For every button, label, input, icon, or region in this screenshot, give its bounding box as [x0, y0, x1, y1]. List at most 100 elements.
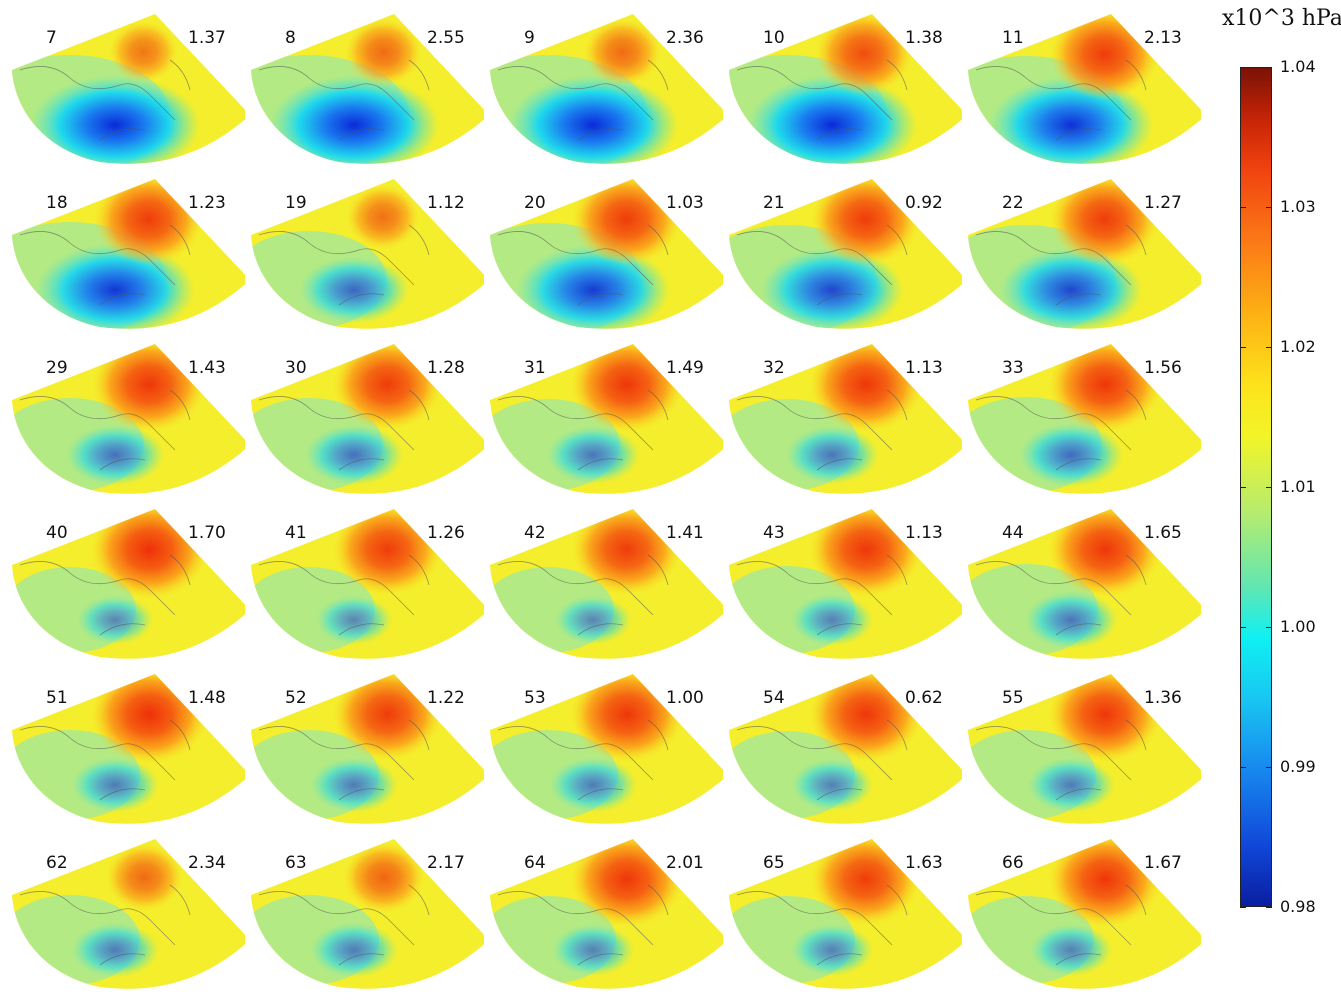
- map-field: [968, 839, 1201, 989]
- colorbar-tick: [1240, 207, 1246, 208]
- panel-number: 55: [1002, 688, 1024, 708]
- map-field: [12, 674, 245, 824]
- map-panel: 52 1.22: [239, 660, 484, 825]
- panel-value: 1.43: [188, 358, 226, 378]
- colorbar-tick-label: 1.04: [1280, 57, 1316, 76]
- map-field: [251, 674, 484, 824]
- colorbar-tick-label: 1.02: [1280, 337, 1316, 356]
- panel-value: 1.12: [427, 193, 465, 213]
- panel-value: 2.17: [427, 853, 465, 873]
- panel-value: 1.00: [666, 688, 704, 708]
- panel-number: 64: [524, 853, 546, 873]
- panel-value: 1.36: [1144, 688, 1182, 708]
- panel-value: 1.26: [427, 523, 465, 543]
- map-field: [729, 509, 962, 659]
- map-panel: 44 1.65: [956, 495, 1201, 660]
- panel-value: 1.48: [188, 688, 226, 708]
- colorbar-tick: [1240, 767, 1246, 768]
- panel-number: 29: [46, 358, 68, 378]
- panel-number: 54: [763, 688, 785, 708]
- map-field: [251, 344, 484, 494]
- map-panel: 65 1.63: [717, 825, 962, 990]
- map-panel: 8 2.55: [239, 0, 484, 165]
- map-panel: 10 1.38: [717, 0, 962, 165]
- panel-number: 7: [46, 28, 57, 48]
- panel-value: 2.13: [1144, 28, 1182, 48]
- map-panel: 66 1.67: [956, 825, 1201, 990]
- colorbar-tick-label: 1.00: [1280, 617, 1316, 636]
- panel-value: 1.70: [188, 523, 226, 543]
- map-panel: 51 1.48: [0, 660, 245, 825]
- panel-grid: 7 1.37 8 2.55 9 2.36 10 1.38 11 2.13 18 1.23 19 1.12 2…: [0, 0, 1201, 990]
- panel-number: 30: [285, 358, 307, 378]
- colorbar-tick-label: 0.98: [1280, 897, 1316, 916]
- panel-number: 9: [524, 28, 535, 48]
- panel-number: 40: [46, 523, 68, 543]
- map-field: [490, 14, 723, 164]
- colorbar-tick: [1240, 347, 1246, 348]
- map-panel: 29 1.43: [0, 330, 245, 495]
- map-panel: 40 1.70: [0, 495, 245, 660]
- colorbar-tick: [1266, 627, 1272, 628]
- map-panel: 53 1.00: [478, 660, 723, 825]
- panel-value: 0.92: [905, 193, 943, 213]
- panel-number: 22: [1002, 193, 1024, 213]
- map-panel: 9 2.36: [478, 0, 723, 165]
- panel-number: 21: [763, 193, 785, 213]
- map-panel: 54 0.62: [717, 660, 962, 825]
- panel-number: 41: [285, 523, 307, 543]
- map-field: [490, 509, 723, 659]
- map-panel: 55 1.36: [956, 660, 1201, 825]
- colorbar-tick-label: 0.99: [1280, 757, 1316, 776]
- map-panel: 31 1.49: [478, 330, 723, 495]
- panel-number: 44: [1002, 523, 1024, 543]
- map-field: [729, 14, 962, 164]
- map-field: [729, 179, 962, 329]
- panel-value: 1.22: [427, 688, 465, 708]
- panel-value: 1.28: [427, 358, 465, 378]
- panel-value: 1.56: [1144, 358, 1182, 378]
- panel-number: 65: [763, 853, 785, 873]
- panel-value: 1.65: [1144, 523, 1182, 543]
- colorbar-tick: [1240, 67, 1246, 68]
- map-field: [12, 839, 245, 989]
- map-panel: 30 1.28: [239, 330, 484, 495]
- panel-number: 10: [763, 28, 785, 48]
- colorbar-tick: [1266, 907, 1272, 908]
- panel-number: 19: [285, 193, 307, 213]
- map-panel: 20 1.03: [478, 165, 723, 330]
- panel-value: 2.34: [188, 853, 226, 873]
- panel-value: 1.37: [188, 28, 226, 48]
- map-panel: 19 1.12: [239, 165, 484, 330]
- map-panel: 62 2.34: [0, 825, 245, 990]
- panel-number: 20: [524, 193, 546, 213]
- colorbar-tick: [1240, 627, 1246, 628]
- map-panel: 22 1.27: [956, 165, 1201, 330]
- panel-number: 31: [524, 358, 546, 378]
- map-field: [729, 344, 962, 494]
- map-panel: 7 1.37: [0, 0, 245, 165]
- panel-value: 1.13: [905, 523, 943, 543]
- map-panel: 63 2.17: [239, 825, 484, 990]
- map-field: [968, 344, 1201, 494]
- map-field: [490, 344, 723, 494]
- map-panel: 11 2.13: [956, 0, 1201, 165]
- panel-value: 2.36: [666, 28, 704, 48]
- map-field: [968, 14, 1201, 164]
- map-field: [729, 839, 962, 989]
- panel-value: 1.38: [905, 28, 943, 48]
- colorbar-tick: [1240, 907, 1246, 908]
- panel-value: 1.13: [905, 358, 943, 378]
- map-field: [490, 839, 723, 989]
- panel-number: 32: [763, 358, 785, 378]
- map-field: [968, 674, 1201, 824]
- panel-number: 43: [763, 523, 785, 543]
- panel-number: 33: [1002, 358, 1024, 378]
- map-panel: 64 2.01: [478, 825, 723, 990]
- map-field: [12, 344, 245, 494]
- panel-value: 1.23: [188, 193, 226, 213]
- panel-value: 1.67: [1144, 853, 1182, 873]
- panel-number: 18: [46, 193, 68, 213]
- panel-number: 11: [1002, 28, 1024, 48]
- panel-value: 1.63: [905, 853, 943, 873]
